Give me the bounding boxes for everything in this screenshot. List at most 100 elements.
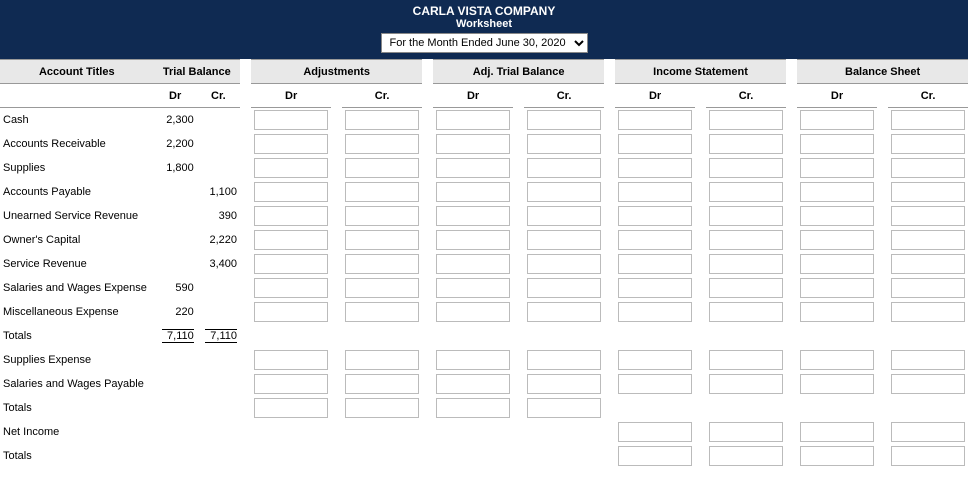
atb-cr[interactable]	[527, 254, 601, 274]
atb-cr[interactable]	[527, 350, 601, 370]
totals2-adj-cr[interactable]	[345, 398, 419, 418]
atb-cr[interactable]	[527, 374, 601, 394]
is-dr[interactable]	[618, 278, 692, 298]
adj-dr[interactable]	[254, 278, 328, 298]
bs-cr[interactable]	[891, 134, 965, 154]
is-dr[interactable]	[618, 302, 692, 322]
atb-dr[interactable]	[436, 230, 510, 250]
bs-cr[interactable]	[891, 302, 965, 322]
bs-dr[interactable]	[800, 350, 874, 370]
atb-dr[interactable]	[436, 206, 510, 226]
adj-dr[interactable]	[254, 182, 328, 202]
netinc-bs-cr[interactable]	[891, 422, 965, 442]
is-dr[interactable]	[618, 374, 692, 394]
bs-cr[interactable]	[891, 278, 965, 298]
bs-cr[interactable]	[891, 110, 965, 130]
is-cr[interactable]	[709, 230, 783, 250]
bs-dr[interactable]	[800, 182, 874, 202]
bs-cr[interactable]	[891, 206, 965, 226]
atb-cr[interactable]	[527, 206, 601, 226]
adj-cr[interactable]	[345, 350, 419, 370]
adj-dr[interactable]	[254, 254, 328, 274]
atb-cr[interactable]	[527, 230, 601, 250]
totals3-bs-cr[interactable]	[891, 446, 965, 466]
totals3-bs-dr[interactable]	[800, 446, 874, 466]
adj-cr[interactable]	[345, 278, 419, 298]
atb-dr[interactable]	[436, 302, 510, 322]
adj-cr[interactable]	[345, 158, 419, 178]
adj-dr[interactable]	[254, 206, 328, 226]
totals2-atb-cr[interactable]	[527, 398, 601, 418]
is-dr[interactable]	[618, 254, 692, 274]
bs-dr[interactable]	[800, 230, 874, 250]
atb-cr[interactable]	[527, 278, 601, 298]
is-cr[interactable]	[709, 302, 783, 322]
atb-dr[interactable]	[436, 134, 510, 154]
period-select[interactable]: For the Month Ended June 30, 2020	[381, 33, 588, 53]
is-cr[interactable]	[709, 110, 783, 130]
atb-dr[interactable]	[436, 182, 510, 202]
atb-cr[interactable]	[527, 158, 601, 178]
is-dr[interactable]	[618, 206, 692, 226]
adj-cr[interactable]	[345, 230, 419, 250]
is-cr[interactable]	[709, 158, 783, 178]
adj-dr[interactable]	[254, 302, 328, 322]
atb-dr[interactable]	[436, 278, 510, 298]
bs-dr[interactable]	[800, 158, 874, 178]
bs-dr[interactable]	[800, 134, 874, 154]
adj-cr[interactable]	[345, 110, 419, 130]
bs-dr[interactable]	[800, 278, 874, 298]
atb-dr[interactable]	[436, 374, 510, 394]
is-dr[interactable]	[618, 182, 692, 202]
adj-cr[interactable]	[345, 134, 419, 154]
netinc-is-cr[interactable]	[709, 422, 783, 442]
is-cr[interactable]	[709, 206, 783, 226]
totals3-is-dr[interactable]	[618, 446, 692, 466]
bs-dr[interactable]	[800, 206, 874, 226]
bs-dr[interactable]	[800, 254, 874, 274]
atb-dr[interactable]	[436, 254, 510, 274]
adj-dr[interactable]	[254, 134, 328, 154]
is-cr[interactable]	[709, 182, 783, 202]
bs-cr[interactable]	[891, 230, 965, 250]
bs-cr[interactable]	[891, 158, 965, 178]
adj-dr[interactable]	[254, 374, 328, 394]
atb-dr[interactable]	[436, 110, 510, 130]
is-cr[interactable]	[709, 350, 783, 370]
adj-dr[interactable]	[254, 110, 328, 130]
adj-dr[interactable]	[254, 350, 328, 370]
bs-cr[interactable]	[891, 374, 965, 394]
totals2-adj-dr[interactable]	[254, 398, 328, 418]
atb-dr[interactable]	[436, 350, 510, 370]
bs-cr[interactable]	[891, 182, 965, 202]
is-cr[interactable]	[709, 254, 783, 274]
bs-dr[interactable]	[800, 302, 874, 322]
is-cr[interactable]	[709, 278, 783, 298]
totals2-atb-dr[interactable]	[436, 398, 510, 418]
atb-dr[interactable]	[436, 158, 510, 178]
adj-cr[interactable]	[345, 254, 419, 274]
is-dr[interactable]	[618, 158, 692, 178]
netinc-is-dr[interactable]	[618, 422, 692, 442]
bs-dr[interactable]	[800, 110, 874, 130]
adj-cr[interactable]	[345, 206, 419, 226]
bs-dr[interactable]	[800, 374, 874, 394]
is-dr[interactable]	[618, 230, 692, 250]
bs-cr[interactable]	[891, 254, 965, 274]
netinc-bs-dr[interactable]	[800, 422, 874, 442]
atb-cr[interactable]	[527, 302, 601, 322]
is-dr[interactable]	[618, 350, 692, 370]
adj-cr[interactable]	[345, 302, 419, 322]
atb-cr[interactable]	[527, 182, 601, 202]
adj-dr[interactable]	[254, 158, 328, 178]
bs-cr[interactable]	[891, 350, 965, 370]
adj-cr[interactable]	[345, 374, 419, 394]
adj-cr[interactable]	[345, 182, 419, 202]
atb-cr[interactable]	[527, 134, 601, 154]
is-cr[interactable]	[709, 134, 783, 154]
totals3-is-cr[interactable]	[709, 446, 783, 466]
is-dr[interactable]	[618, 134, 692, 154]
adj-dr[interactable]	[254, 230, 328, 250]
atb-cr[interactable]	[527, 110, 601, 130]
is-dr[interactable]	[618, 110, 692, 130]
